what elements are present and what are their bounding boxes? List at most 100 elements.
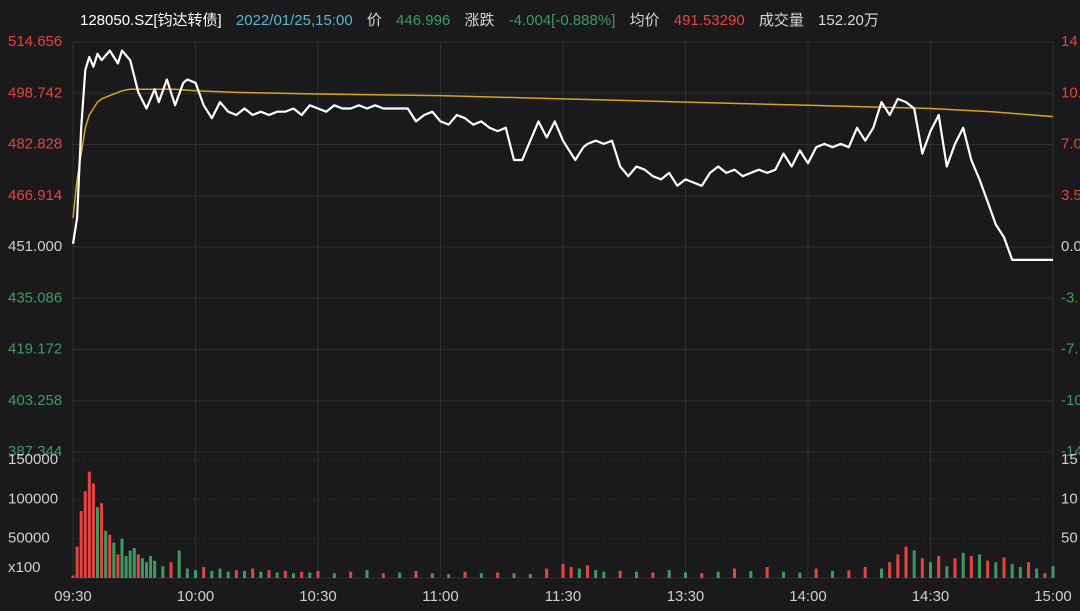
- volume-bar: [528, 574, 532, 578]
- volume-bar: [1035, 568, 1039, 578]
- volume-bar: [969, 555, 973, 578]
- volume-bar: [961, 552, 965, 578]
- volume-bar: [912, 550, 916, 578]
- volume-bar: [1051, 566, 1055, 578]
- volume-bar: [132, 548, 136, 578]
- volume-bar: [100, 503, 104, 578]
- volume-bar: [602, 571, 606, 578]
- volume-bar: [365, 570, 369, 578]
- volume-bar: [1002, 557, 1006, 578]
- volume-bar: [782, 571, 785, 578]
- volume-bar: [618, 570, 622, 578]
- volume-bar: [71, 575, 75, 578]
- price-tick-label: 435.086: [8, 289, 62, 306]
- price-value: 446.996: [396, 12, 451, 29]
- volume-bar: [124, 555, 128, 578]
- volume-bar: [243, 570, 246, 578]
- volume-bar: [226, 571, 230, 578]
- volume-bar: [218, 568, 222, 578]
- price-tick-label: 403.258: [8, 392, 62, 409]
- avg-value: 491.53290: [673, 12, 745, 29]
- volume-bar: [234, 570, 238, 578]
- volume-bar: [96, 507, 99, 578]
- volume-bar: [292, 573, 295, 578]
- volume-bar: [414, 570, 418, 578]
- volume-bar: [169, 562, 173, 578]
- volume-bar: [978, 554, 981, 578]
- pct-tick-label: 7.0: [1061, 136, 1080, 153]
- volume-bar: [161, 566, 165, 578]
- quote-datetime: 2022/01/25,15:00: [235, 12, 353, 29]
- volume-bar: [210, 570, 214, 578]
- volume-bar: [79, 511, 83, 578]
- pct-tick-label: -7.: [1061, 341, 1079, 358]
- volume-bar: [1010, 563, 1014, 578]
- price-tick-label: 514.656: [8, 33, 62, 50]
- volume-bar: [569, 566, 573, 578]
- volume-bar: [937, 555, 941, 578]
- volume-bar: [651, 572, 655, 578]
- volume-bar: [765, 566, 769, 578]
- pct-tick-label: -10: [1061, 392, 1080, 409]
- volume-bar: [880, 568, 883, 578]
- price-line: [71, 49, 1053, 261]
- pct-tick-label: 14: [1061, 33, 1078, 50]
- volume-label: 成交量: [758, 12, 804, 29]
- volume-bar: [447, 574, 451, 578]
- volume-bar: [716, 571, 720, 578]
- volume-bar: [332, 573, 336, 578]
- pct-tick-label: -3.: [1061, 289, 1079, 306]
- pct-tick-label: 10.: [1061, 84, 1080, 101]
- volume-bar: [512, 573, 516, 578]
- pct-tick-label: 3.5: [1061, 187, 1080, 204]
- volume-bar: [308, 572, 312, 578]
- volume-bar: [381, 573, 385, 578]
- volume-bar: [986, 560, 990, 578]
- volume-bar: [1043, 573, 1047, 578]
- time-tick-label: 11:30: [545, 588, 581, 605]
- time-tick-label: 15:00: [1034, 588, 1072, 605]
- change-label: 涨跌: [464, 12, 495, 29]
- volume-bar: [75, 546, 79, 578]
- time-tick-label: 10:30: [299, 588, 337, 605]
- volume-bar: [116, 554, 120, 578]
- volume-bar: [300, 571, 304, 578]
- volume-bar: [316, 570, 320, 578]
- volume-bar: [635, 571, 638, 578]
- volume-bar: [920, 558, 924, 578]
- volume-bar: [594, 570, 598, 578]
- time-tick-label: 10:00: [177, 588, 215, 605]
- volume-bar: [153, 560, 157, 578]
- volume-bar: [994, 562, 998, 578]
- volume-bar: [814, 568, 818, 578]
- volume-bar: [112, 542, 116, 578]
- volume-bar: [586, 565, 589, 578]
- volume-bar: [863, 566, 867, 578]
- price-tick-label: 482.828: [8, 136, 62, 153]
- time-tick-label: 09:30: [54, 588, 92, 605]
- volume-bar: [847, 570, 851, 578]
- volume-bar: [349, 571, 353, 578]
- time-tick-label: 11:00: [422, 588, 458, 605]
- volume-bar: [91, 483, 95, 578]
- change-value: -4.004[-0.888%]: [508, 12, 616, 29]
- volume-bar: [463, 571, 467, 578]
- volume-bar: [545, 568, 549, 578]
- volume-bar: [904, 546, 908, 578]
- price-tick-label: 387.344: [8, 443, 62, 460]
- volume-tick-label: 150000: [8, 451, 58, 468]
- pct-tick-label: -14: [1061, 443, 1080, 460]
- volume-bar: [185, 568, 189, 578]
- volume-bar: [83, 491, 87, 578]
- volume-bar: [945, 566, 949, 578]
- volume-bar: [177, 550, 181, 578]
- price-tick-label: 466.914: [8, 187, 62, 204]
- volume-bar: [267, 570, 271, 578]
- quote-header: 128050.SZ[钧达转债] 2022/01/25,15:00 价 446.9…: [80, 9, 889, 30]
- volume-bar: [1027, 562, 1030, 578]
- volume-bar: [87, 471, 91, 578]
- volume-bar: [929, 562, 932, 578]
- volume-bar: [149, 555, 153, 578]
- pct-tick-label: 0.0: [1061, 238, 1080, 255]
